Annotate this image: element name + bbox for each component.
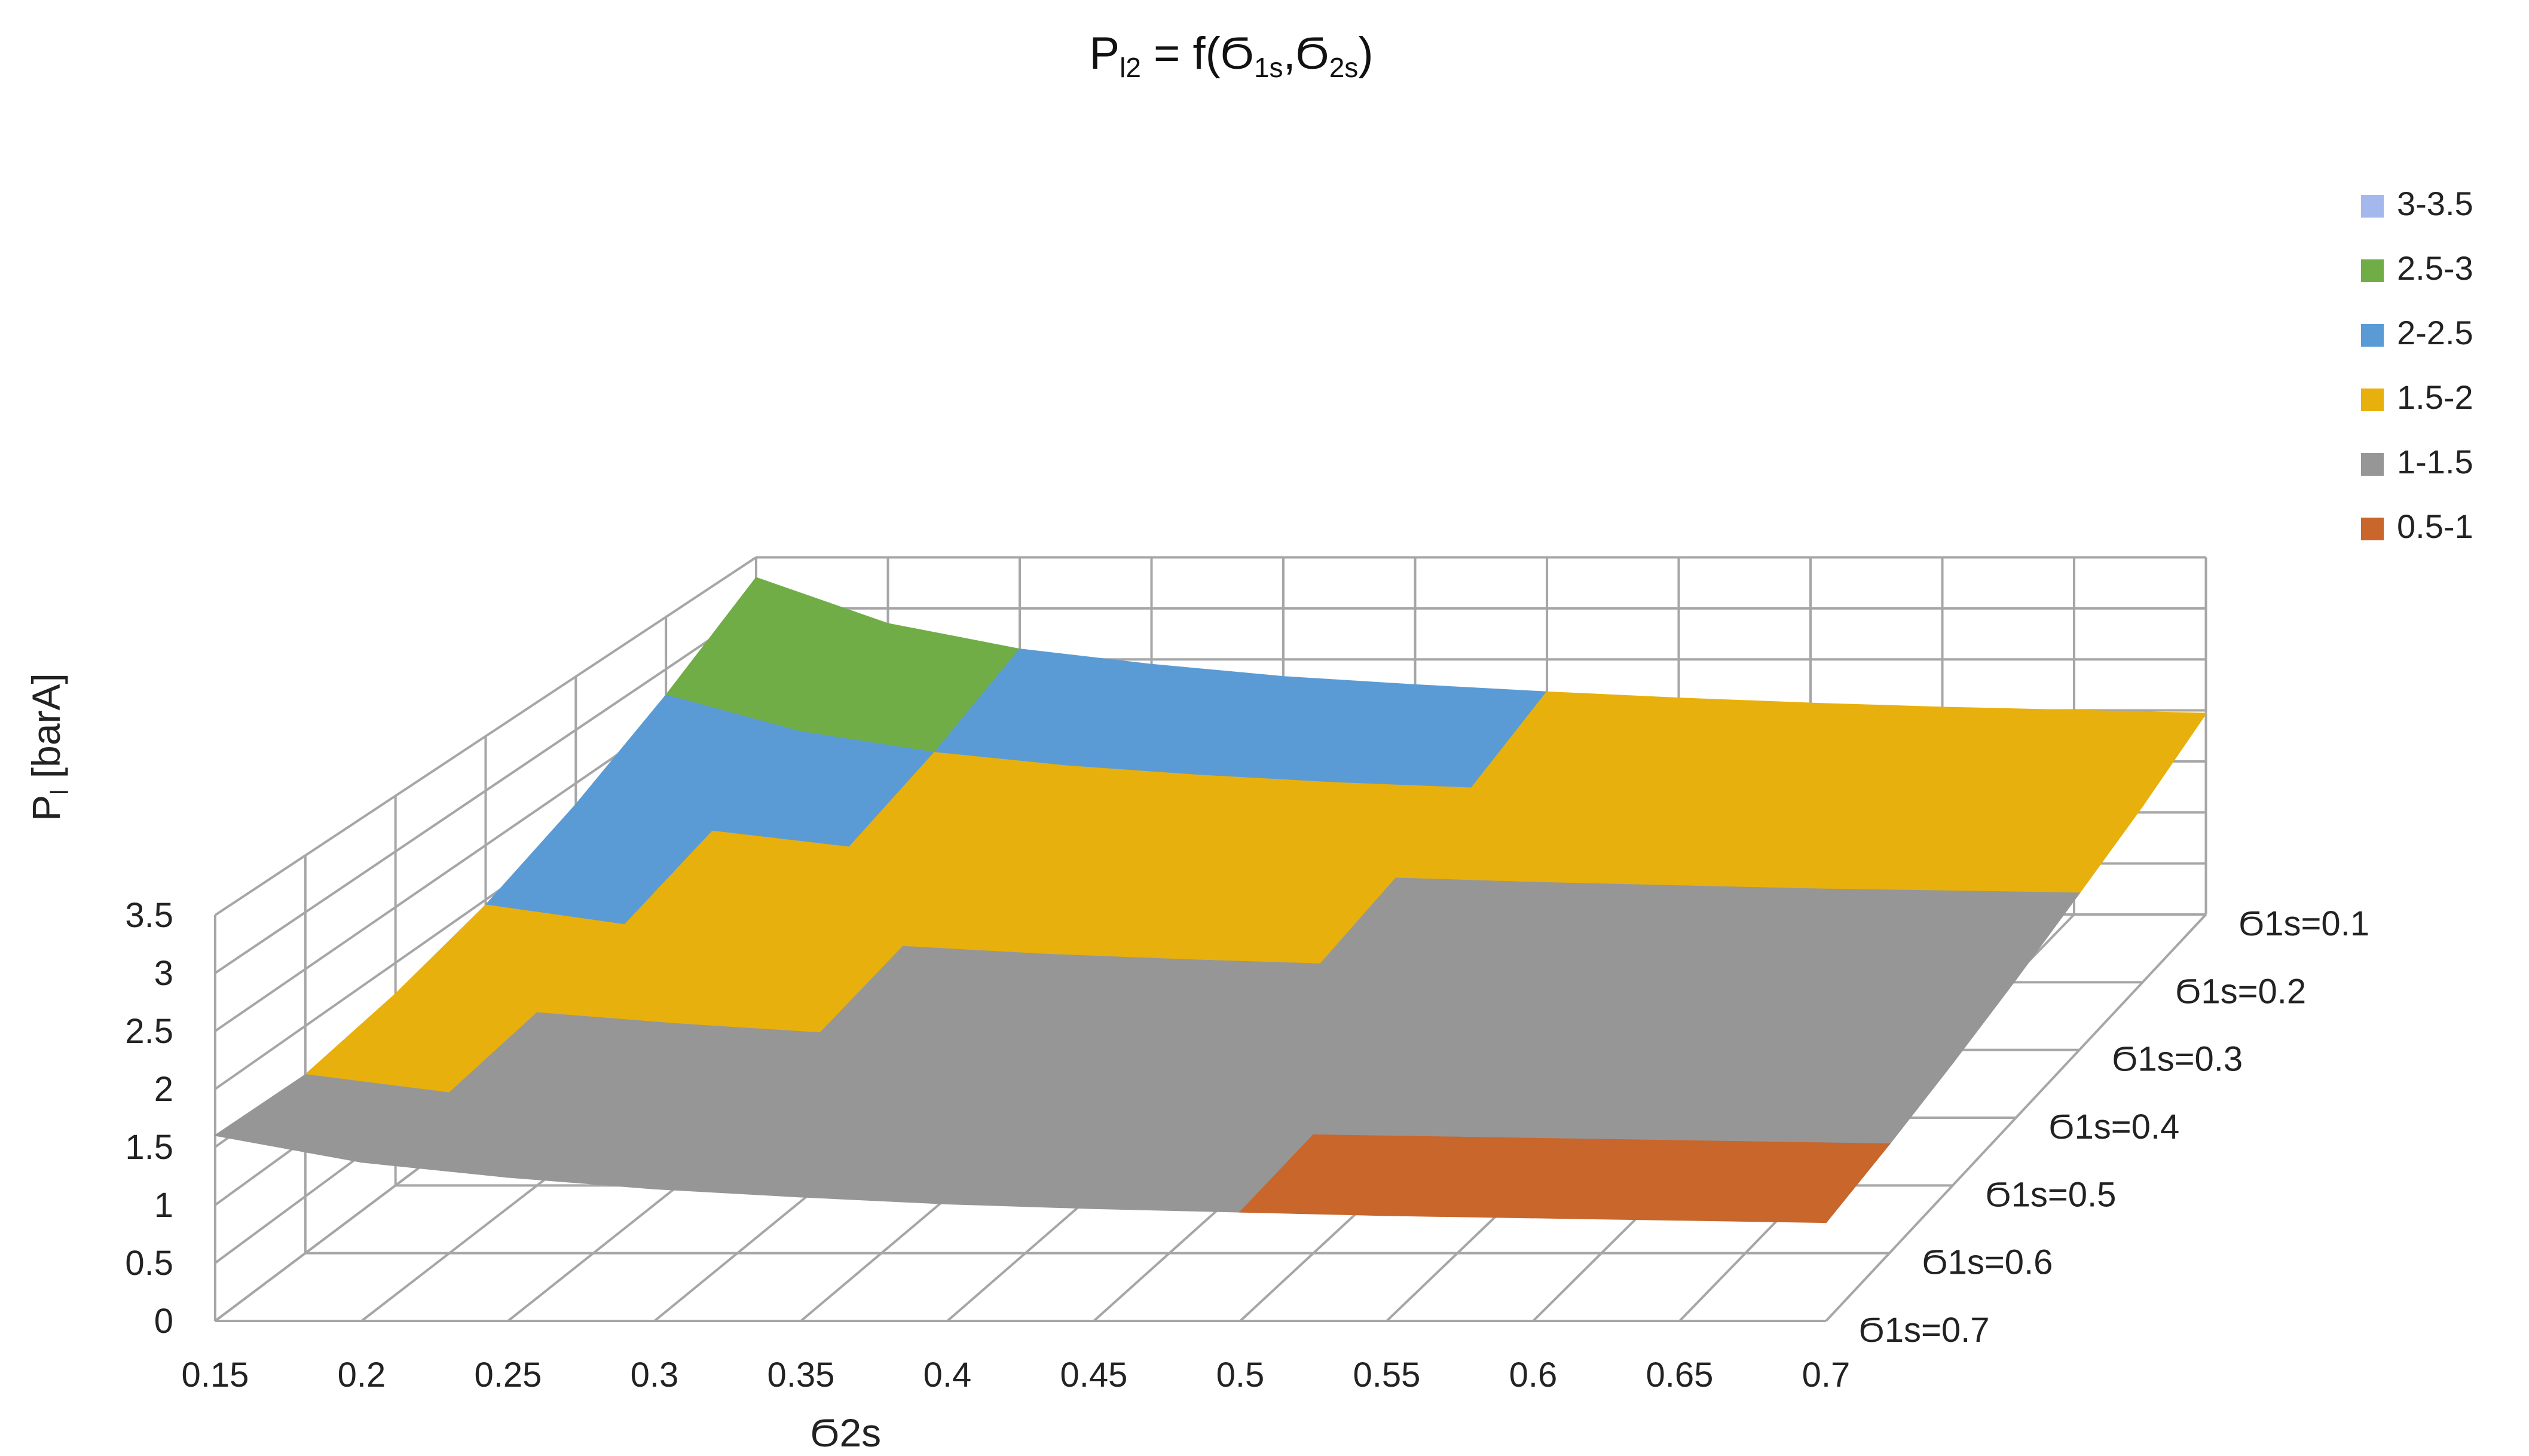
z-tick-label: 3	[154, 954, 173, 993]
x-tick-label: 0.5	[1216, 1356, 1265, 1394]
series-label: Ϭ1s=0.4	[2049, 1108, 2180, 1146]
series-label: Ϭ1s=0.1	[2239, 904, 2370, 943]
z-axis-ticks: 0 0.5 1 1.5 2 2.5 3 3.5	[125, 896, 173, 1341]
legend-label: 0.5-1	[2397, 507, 2473, 545]
x-tick-label: 0.15	[182, 1356, 249, 1394]
surface	[213, 577, 2207, 1223]
x-tick-label: 0.7	[1802, 1356, 1851, 1394]
legend-label: 2.5-3	[2397, 249, 2473, 287]
z-tick-label: 0	[154, 1302, 173, 1341]
x-tick-label: 0.6	[1509, 1356, 1558, 1394]
x-tick-label: 0.25	[475, 1356, 542, 1394]
x-tick-label: 0.4	[923, 1356, 972, 1394]
x-tick-label: 0.55	[1353, 1356, 1421, 1394]
legend-swatch	[2361, 518, 2384, 540]
x-axis-title: Ϭ2s	[811, 1411, 881, 1455]
x-tick-label: 0.2	[338, 1356, 386, 1394]
series-label: Ϭ1s=0.5	[1986, 1175, 2117, 1214]
x-tick-label: 0.45	[1060, 1356, 1128, 1394]
z-tick-label: 2	[154, 1070, 173, 1109]
x-tick-label: 0.35	[767, 1356, 835, 1394]
series-label: Ϭ1s=0.3	[2112, 1040, 2243, 1079]
x-tick-label: 0.3	[631, 1356, 679, 1394]
x-axis-ticks: 0.15 0.2 0.25 0.3 0.35 0.4 0.45 0.5 0.55 0.6 0.65 0…	[182, 1356, 1851, 1394]
series-label: Ϭ1s=0.2	[2176, 972, 2307, 1011]
legend-label: 2-2.5	[2397, 314, 2473, 351]
series-label: Ϭ1s=0.7	[1859, 1311, 1990, 1350]
series-label: Ϭ1s=0.6	[1922, 1243, 2053, 1282]
legend-swatch	[2361, 324, 2384, 347]
chart-title: Pl2 = f(Ϭ1s,Ϭ2s)	[1089, 28, 1373, 83]
legend-swatch	[2361, 389, 2384, 411]
legend-label: 1.5-2	[2397, 378, 2473, 416]
y-axis-title: Pl [barA]	[24, 673, 74, 821]
legend: 3-3.5 2.5-3 2-2.5 1.5-2 1-1.5 0.5-1	[2361, 185, 2473, 545]
x-tick-label: 0.65	[1646, 1356, 1714, 1394]
legend-swatch	[2361, 195, 2384, 218]
series-axis-labels: Ϭ1s=0.1 Ϭ1s=0.2 Ϭ1s=0.3 Ϭ1s=0.4 Ϭ1s=0.5 Ϭ1s=0…	[1859, 904, 2369, 1350]
legend-swatch	[2361, 453, 2384, 476]
legend-label: 1-1.5	[2397, 443, 2473, 481]
legend-label: 3-3.5	[2397, 185, 2473, 222]
surface-cell	[1678, 1141, 1891, 1223]
z-tick-label: 3.5	[125, 896, 173, 935]
z-tick-label: 1.5	[125, 1128, 173, 1167]
z-tick-label: 1	[154, 1186, 173, 1225]
z-tick-label: 2.5	[125, 1012, 173, 1051]
legend-swatch	[2361, 259, 2384, 282]
z-tick-label: 0.5	[125, 1244, 173, 1283]
